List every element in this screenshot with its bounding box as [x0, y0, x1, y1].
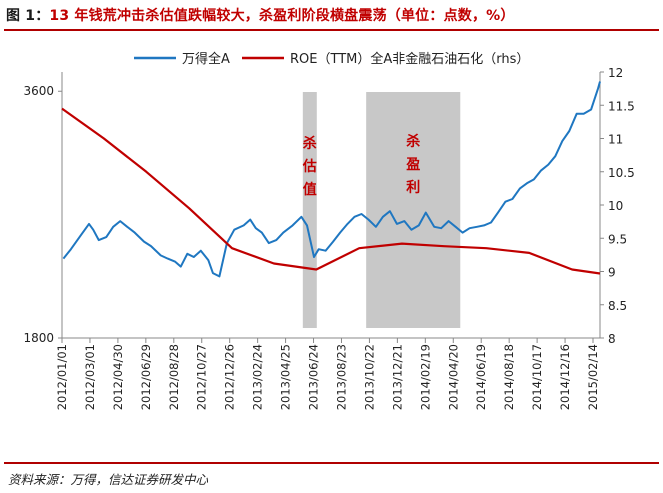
- figure-title: 图 1：13 年钱荒冲击杀估值跌幅较大，杀盈利阶段横盘震荡（单位：点数，%）: [6, 5, 515, 25]
- title-rule: [4, 29, 659, 31]
- source-rule: [4, 462, 659, 464]
- x-tick-label: 2014/08/18: [502, 344, 516, 410]
- source-note: 资料来源：万得，信达证券研发中心: [8, 472, 209, 487]
- shaded-period-label-1: 杀估值: [302, 135, 317, 198]
- series-line-wind-all-a: [62, 81, 601, 278]
- y-right-tick-label: 11.5: [608, 99, 635, 113]
- y-left-tick-label: 1800: [23, 331, 54, 345]
- y-right-tick-label: 9.5: [608, 232, 627, 246]
- x-tick-label: 2015/02/14: [586, 344, 600, 410]
- y-right-tick-label: 12: [608, 66, 623, 80]
- series-line-roe: [61, 107, 601, 275]
- figure-title-text: 13 年钱荒冲击杀估值跌幅较大，杀盈利阶段横盘震荡（单位：点数，%）: [49, 8, 515, 24]
- y-right-tick-label: 10.5: [608, 166, 635, 180]
- y-right-tick-label: 8.5: [608, 299, 627, 313]
- x-tick-label: 2014/06/19: [474, 344, 488, 410]
- shaded-period-2: [366, 92, 461, 328]
- x-tick-label: 2012/04/30: [111, 344, 125, 410]
- y-right-tick-label: 8: [608, 332, 616, 346]
- series-lines: [61, 81, 601, 278]
- x-tick-label: 2014/10/17: [530, 344, 544, 410]
- x-tick-label: 2013/10/22: [362, 344, 376, 410]
- x-tick-label: 2012/06/29: [139, 344, 153, 410]
- shaded-periods: 杀估值 杀盈利: [302, 92, 461, 328]
- figure-label: 图 1：: [6, 8, 50, 24]
- x-tick-label: 2013/02/24: [251, 344, 265, 410]
- shaded-period-1: [302, 92, 317, 328]
- legend-label-wind-all-a: 万得全A: [182, 51, 230, 67]
- legend-label-roe: ROE（TTM）全A非金融石油石化（rhs）: [290, 51, 529, 67]
- x-tick-label: 2013/12/21: [390, 344, 404, 410]
- x-tick-label: 2012/10/27: [195, 344, 209, 410]
- legend: 万得全A ROE（TTM）全A非金融石油石化（rhs）: [134, 51, 529, 67]
- x-tick-label: 2013/08/23: [334, 344, 348, 410]
- x-tick-label: 2013/04/25: [279, 344, 293, 410]
- y-left-tick-label: 3600: [23, 84, 54, 98]
- y-right-tick-label: 11: [608, 133, 623, 147]
- x-tick-label: 2012/08/28: [167, 344, 181, 410]
- axes: 1800 3600 8 8.5 9 9.5 10 10.5 11 11.5 12 2012/01/01…: [23, 66, 634, 410]
- shaded-period-label-2: 杀盈利: [405, 133, 420, 196]
- x-tick-label: 2013/06/24: [307, 344, 321, 410]
- x-tick-label: 2012/03/01: [83, 344, 97, 410]
- x-tick-label: 2014/04/20: [446, 344, 460, 410]
- x-tick-label: 2014/12/16: [558, 344, 572, 410]
- y-right-tick-label: 10: [608, 199, 623, 213]
- y-right-tick-label: 9: [608, 266, 616, 280]
- x-tick-label: 2012/01/01: [55, 344, 69, 410]
- x-tick-label: 2014/02/19: [418, 344, 432, 410]
- x-tick-label: 2012/12/26: [223, 344, 237, 410]
